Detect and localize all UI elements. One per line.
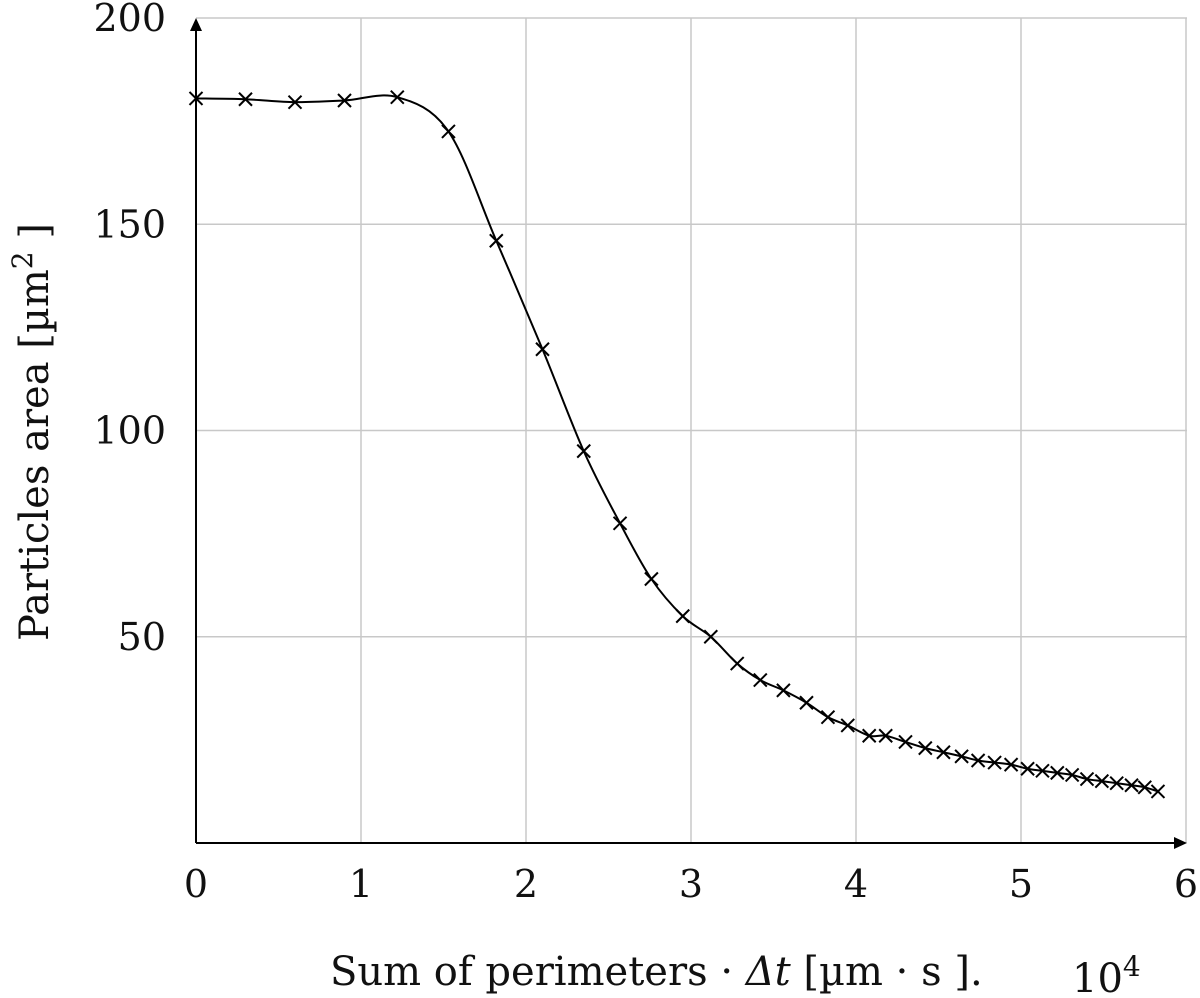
x-tick-label-1: 1 <box>349 862 373 906</box>
data-point-20 <box>878 728 893 743</box>
y-tick-label-1: 100 <box>93 409 166 453</box>
data-point-7 <box>535 342 550 357</box>
data-point-8 <box>576 443 591 459</box>
data-point-15 <box>776 683 791 698</box>
data-point-31 <box>1064 767 1080 783</box>
series-line <box>195 94 1159 793</box>
x-axis-title: Sum of perimeters · Δt [µm · s ]. <box>330 949 983 995</box>
x-tick-label-5: 5 <box>1009 862 1033 906</box>
data-point-9 <box>612 516 628 531</box>
data-point-10 <box>644 571 659 587</box>
data-point-26 <box>987 755 1002 770</box>
axes <box>190 18 1187 849</box>
data-point-35 <box>1124 778 1139 793</box>
data-point-2 <box>287 94 303 110</box>
data-point-17 <box>820 709 836 725</box>
data-point-29 <box>1035 763 1050 779</box>
data-point-13 <box>729 656 745 671</box>
y-tick-labels: 50 100 150 200 <box>93 0 166 659</box>
data-point-28 <box>1020 761 1035 776</box>
data-point-5 <box>441 124 456 139</box>
data-point-3 <box>337 93 352 108</box>
data-point-33 <box>1094 773 1110 789</box>
y-tick-label-0: 50 <box>118 615 166 659</box>
data-markers <box>188 89 1166 799</box>
data-point-6 <box>489 233 504 248</box>
data-point-18 <box>840 718 855 733</box>
y-tick-label-2: 150 <box>93 202 166 246</box>
data-point-19 <box>861 728 877 743</box>
data-point-34 <box>1109 775 1124 791</box>
x-tick-labels: 0 1 2 3 4 5 6 <box>184 862 1198 906</box>
x-tick-label-0: 0 <box>184 862 208 906</box>
data-point-32 <box>1079 771 1095 787</box>
x-tick-label-4: 4 <box>844 862 868 906</box>
data-point-0 <box>188 91 204 106</box>
data-point-14 <box>753 672 768 688</box>
x-tick-label-2: 2 <box>514 862 538 906</box>
data-point-27 <box>1003 757 1019 772</box>
data-point-11 <box>675 608 690 624</box>
y-tick-label-3: 200 <box>93 0 166 40</box>
data-point-23 <box>936 745 951 760</box>
y-axis-title: Particles area [µm2 ] <box>6 223 58 641</box>
data-point-36 <box>1137 780 1152 795</box>
data-point-1 <box>238 92 253 107</box>
x-axis-scale-label: 104 <box>1072 950 1141 998</box>
data-point-4 <box>390 89 405 105</box>
data-point-16 <box>799 695 814 710</box>
data-point-22 <box>918 740 933 756</box>
data-point-37 <box>1150 784 1166 799</box>
grid <box>196 17 1187 843</box>
data-point-24 <box>954 749 969 764</box>
data-point-21 <box>898 734 913 750</box>
x-tick-label-3: 3 <box>679 862 703 906</box>
y-axis-arrow <box>190 18 202 31</box>
data-point-25 <box>970 753 986 768</box>
data-point-12 <box>703 629 719 644</box>
x-axis-arrow <box>1174 837 1187 849</box>
x-tick-label-6: 6 <box>1174 862 1198 906</box>
data-point-30 <box>1050 765 1065 781</box>
